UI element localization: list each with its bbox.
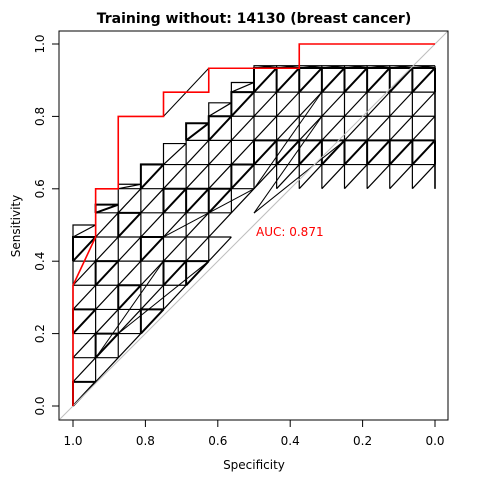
y-tick-label: 0.8: [33, 107, 47, 126]
bootstrap-staircase: [343, 139, 368, 166]
x-axis: 1.0 0.8 0.6 0.4 0.2 0.0: [63, 419, 445, 448]
bootstrap-staircase: [94, 332, 119, 359]
bootstrap-staircase: [230, 139, 255, 165]
bootstrap-staircase: [208, 139, 232, 165]
bootstrap-staircase: [117, 211, 142, 238]
y-tick-label: 0.4: [33, 252, 47, 271]
bootstrap-staircase: [72, 260, 97, 286]
bootstrap-staircase: [230, 81, 255, 93]
bootstrap-staircase: [140, 260, 164, 286]
bootstrap-fan-line: [117, 260, 210, 334]
x-tick-label: 1.0: [63, 434, 82, 448]
chart-title: Training without: 14130 (breast cancer): [97, 11, 412, 27]
x-tick-label: 0.6: [208, 434, 227, 448]
y-tick-label: 0.0: [33, 396, 47, 415]
bootstrap-staircase: [388, 139, 414, 166]
bootstrap-fan-line: [253, 116, 323, 214]
bootstrap-staircase: [366, 139, 391, 166]
bootstrap-staircase: [162, 260, 187, 286]
bootstrap-outline: [299, 67, 436, 189]
bootstrap-staircase: [185, 260, 210, 286]
bootstrap-mesh: [72, 65, 436, 407]
bootstrap-staircase: [94, 260, 119, 286]
bootstrap-staircase: [162, 212, 187, 238]
bootstrap-fan-line: [253, 140, 345, 214]
y-tick-label: 1.0: [33, 34, 47, 53]
x-tick-label: 0.8: [136, 434, 155, 448]
bootstrap-staircase: [117, 260, 142, 286]
bootstrap-staircase: [185, 122, 210, 142]
bootstrap-staircase: [208, 102, 232, 117]
y-tick-label: 0.2: [33, 324, 47, 343]
y-tick-label: 0.6: [33, 179, 47, 198]
roc-curve: [72, 43, 435, 406]
bootstrap-staircase: [185, 212, 210, 238]
bootstrap-staircase: [298, 139, 323, 166]
bootstrap-staircase: [162, 142, 187, 165]
bootstrap-fan-line: [253, 91, 323, 190]
x-axis-label: Specificity: [223, 458, 285, 472]
x-tick-label: 0.4: [281, 434, 300, 448]
bootstrap-fan-line: [163, 188, 255, 238]
bootstrap-staircase: [140, 163, 164, 166]
bootstrap-staircase: [253, 139, 278, 166]
auc-label: AUC: 0.871: [256, 225, 324, 239]
bootstrap-staircase: [411, 139, 436, 166]
y-axis: 0.0 0.2 0.4 0.6 0.8 1.0: [33, 34, 60, 416]
bootstrap-staircase: [185, 139, 210, 165]
x-tick-label: 0.0: [425, 434, 444, 448]
y-axis-label: Sensitivity: [9, 195, 23, 257]
bootstrap-staircase: [72, 224, 96, 238]
bootstrap-fan-line: [95, 260, 164, 359]
bootstrap-staircase: [140, 212, 164, 238]
reference-diagonal: [59, 30, 449, 420]
x-tick-label: 0.2: [353, 434, 372, 448]
